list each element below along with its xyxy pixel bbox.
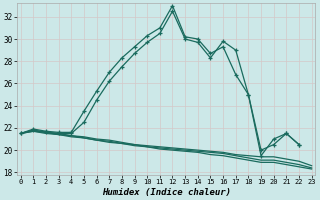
X-axis label: Humidex (Indice chaleur): Humidex (Indice chaleur) <box>102 188 231 197</box>
